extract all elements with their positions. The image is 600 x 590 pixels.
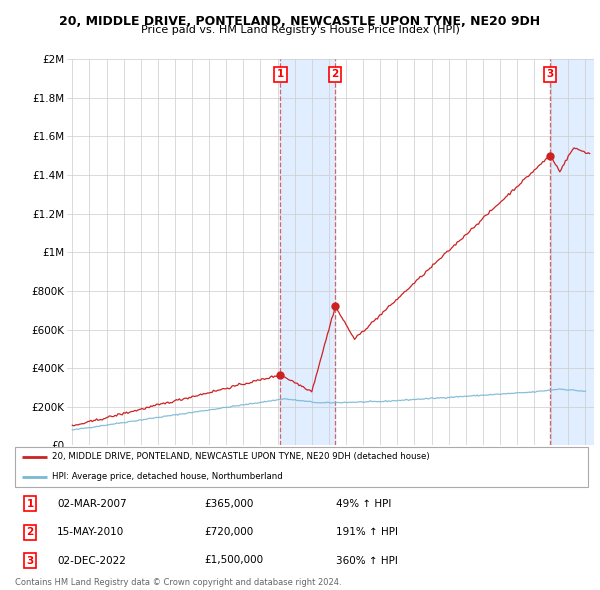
Bar	[280, 59, 335, 445]
Text: £1,500,000: £1,500,000	[204, 556, 263, 565]
Text: 20, MIDDLE DRIVE, PONTELAND, NEWCASTLE UPON TYNE, NE20 9DH (detached house): 20, MIDDLE DRIVE, PONTELAND, NEWCASTLE U…	[52, 452, 430, 461]
Text: 2: 2	[332, 70, 339, 80]
Text: 3: 3	[26, 556, 34, 565]
Text: 02-MAR-2007: 02-MAR-2007	[57, 499, 127, 509]
Text: 1: 1	[26, 499, 34, 509]
Text: 1: 1	[277, 70, 284, 80]
Text: 360% ↑ HPI: 360% ↑ HPI	[336, 556, 398, 565]
Text: Contains HM Land Registry data © Crown copyright and database right 2024.: Contains HM Land Registry data © Crown c…	[15, 578, 341, 586]
Text: 49% ↑ HPI: 49% ↑ HPI	[336, 499, 391, 509]
Bar	[550, 59, 594, 445]
Text: Price paid vs. HM Land Registry's House Price Index (HPI): Price paid vs. HM Land Registry's House …	[140, 25, 460, 35]
Text: 3: 3	[546, 70, 553, 80]
Text: HPI: Average price, detached house, Northumberland: HPI: Average price, detached house, Nort…	[52, 472, 283, 481]
Text: 191% ↑ HPI: 191% ↑ HPI	[336, 527, 398, 537]
Text: 02-DEC-2022: 02-DEC-2022	[57, 556, 126, 565]
Text: £720,000: £720,000	[204, 527, 253, 537]
Text: 2: 2	[26, 527, 34, 537]
Text: 20, MIDDLE DRIVE, PONTELAND, NEWCASTLE UPON TYNE, NE20 9DH: 20, MIDDLE DRIVE, PONTELAND, NEWCASTLE U…	[59, 15, 541, 28]
Text: £365,000: £365,000	[204, 499, 253, 509]
Text: 15-MAY-2010: 15-MAY-2010	[57, 527, 124, 537]
